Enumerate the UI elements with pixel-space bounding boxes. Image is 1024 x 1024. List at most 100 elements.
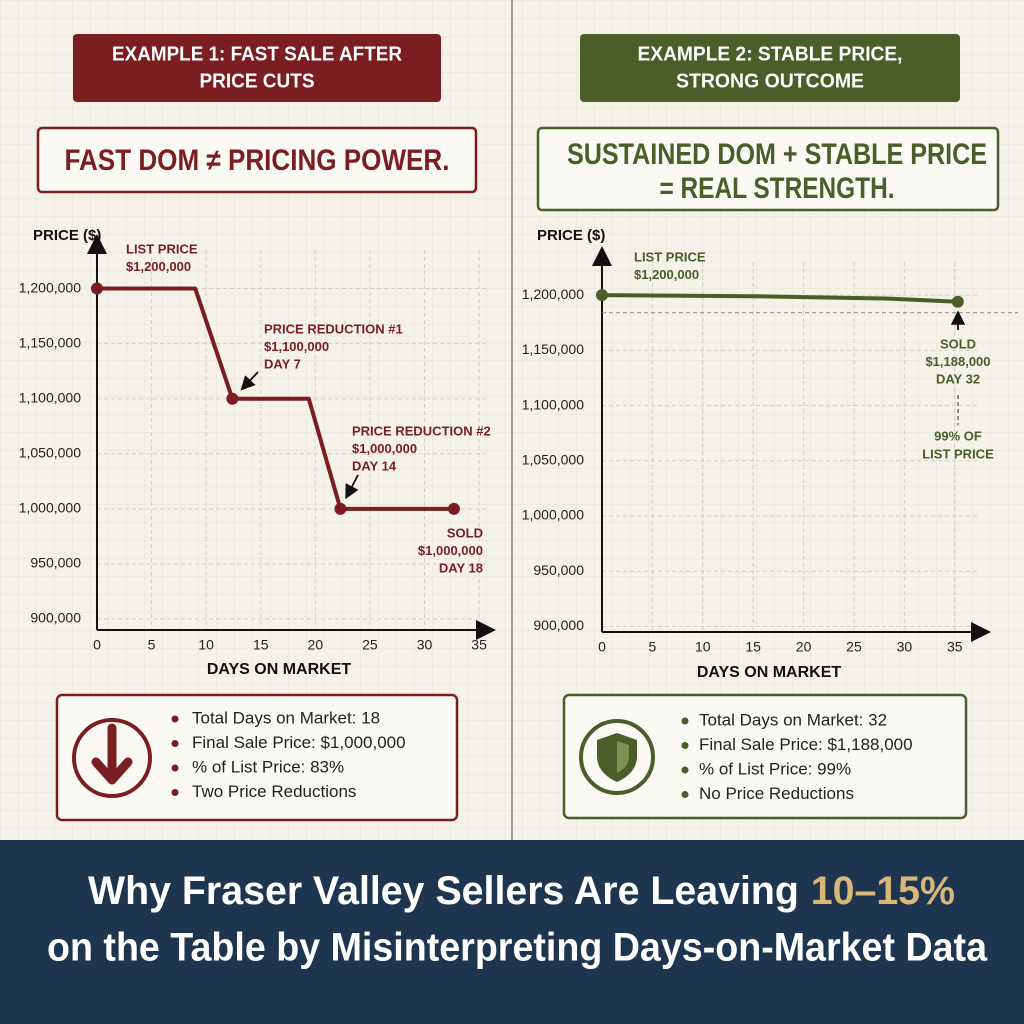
price-point: [447, 502, 460, 515]
x-tick-label: 20: [796, 639, 812, 655]
bullet: [171, 764, 179, 772]
summary-item: Two Price Reductions: [192, 782, 356, 801]
y-tick-label: 1,000,000: [19, 500, 81, 516]
badge: [580, 34, 960, 102]
price-line: [97, 286, 454, 511]
x-tick-label: 10: [695, 639, 711, 655]
x-tick-label: 15: [253, 637, 269, 653]
note: 99% OF: [934, 428, 982, 443]
y-tick-label: 900,000: [533, 617, 584, 633]
y-axis-label: PRICE ($): [537, 227, 605, 244]
annotation: $1,000,000: [418, 543, 483, 558]
badge-text: EXAMPLE 2: STABLE PRICE,: [638, 43, 903, 65]
price-point: [951, 295, 964, 308]
annotation: DAY 32: [936, 371, 980, 386]
summary-item: % of List Price: 99%: [699, 759, 851, 778]
footer-title: on the Table by Misinterpreting Days-on-…: [47, 926, 988, 970]
summary-item: Total Days on Market: 18: [192, 708, 380, 727]
price-point: [226, 392, 239, 405]
y-tick-label: 950,000: [533, 562, 584, 578]
bullet: [171, 715, 179, 723]
icon-shield: [617, 741, 629, 773]
y-tick-label: 1,050,000: [19, 444, 81, 460]
y-axis-label: PRICE ($): [33, 227, 101, 244]
headline: = REAL STRENGTH.: [660, 172, 895, 205]
y-tick-label: 1,150,000: [19, 334, 81, 350]
x-tick-label: 25: [846, 639, 862, 655]
y-tick-label: 900,000: [30, 610, 81, 626]
x-tick-label: 10: [198, 637, 214, 653]
y-tick-label: 1,000,000: [522, 507, 584, 523]
x-tick-label: 30: [897, 639, 913, 655]
note: LIST PRICE: [922, 446, 994, 461]
x-tick-label: 25: [362, 637, 378, 653]
footer-highlight: 10–15%: [811, 869, 955, 913]
bullet: [681, 717, 689, 725]
x-tick-label: 5: [148, 637, 156, 653]
bullet: [171, 740, 179, 747]
annotation-arrow: [240, 371, 259, 391]
y-tick-label: 1,200,000: [19, 279, 81, 295]
annotation: DAY 18: [439, 560, 483, 575]
price-point: [91, 282, 103, 295]
annotation: DAY 14: [352, 458, 397, 473]
annotation: $1,100,000: [264, 339, 329, 354]
annotation: $1,000,000: [352, 441, 417, 456]
bullet: [681, 742, 689, 749]
price-line: [601, 293, 958, 304]
x-tick-label: 20: [308, 637, 324, 653]
x-tick-label: 15: [745, 639, 761, 655]
summary-item: Final Sale Price: $1,000,000: [192, 733, 406, 752]
icon: [579, 719, 655, 795]
headline: FAST DOM ≠ PRICING POWER.: [65, 144, 450, 177]
summary-item: No Price Reductions: [699, 784, 854, 803]
annotation: PRICE REDUCTION #1: [264, 321, 403, 336]
x-axis-label: DAYS ON MARKET: [207, 661, 352, 678]
x-tick-label: 0: [598, 639, 606, 655]
y-tick-label: 1,050,000: [522, 452, 584, 468]
annotation: PRICE REDUCTION #2: [352, 423, 491, 438]
annotation: LIST PRICE: [126, 241, 198, 256]
price-point: [596, 289, 608, 302]
y-tick-label: 950,000: [30, 555, 81, 571]
x-axis-label: DAYS ON MARKET: [697, 664, 842, 681]
footer-text: Why Fraser Valley Sellers Are Leaving: [88, 869, 799, 913]
headline-box: [36, 126, 478, 194]
badge-text: STRONG OUTCOME: [676, 70, 864, 92]
price-point: [334, 502, 347, 515]
x-tick-label: 35: [947, 639, 963, 655]
annotation: $1,188,000: [925, 354, 990, 369]
badge: [73, 34, 441, 102]
x-tick-label: 5: [648, 639, 656, 655]
bullet: [171, 789, 179, 796]
annotation: DAY 7: [264, 356, 301, 371]
summary-item: Total Days on Market: 32: [699, 710, 887, 729]
badge-text: EXAMPLE 1: FAST SALE AFTER: [112, 43, 403, 65]
bullet: [681, 766, 689, 774]
icon-arrow: [91, 723, 133, 785]
x-tick-label: 35: [471, 637, 487, 653]
y-tick-label: 1,100,000: [19, 389, 81, 405]
x-tick-label: 0: [93, 637, 101, 653]
annotation: SOLD: [940, 336, 976, 351]
footer: [0, 840, 1024, 1024]
y-tick-label: 1,150,000: [522, 341, 584, 357]
summary-box: [562, 693, 968, 820]
x-tick-label: 30: [417, 637, 433, 653]
y-tick-label: 1,100,000: [522, 396, 584, 412]
summary-item: % of List Price: 83%: [192, 757, 344, 776]
bullet: [681, 791, 689, 798]
badge-text: PRICE CUTS: [200, 70, 315, 92]
annotation-arrow: [345, 474, 359, 500]
annotation: $1,200,000: [126, 259, 191, 274]
footer-title: Why Fraser Valley Sellers Are Leaving 10–…: [88, 869, 955, 913]
annotation: LIST PRICE: [634, 249, 706, 264]
summary-item: Final Sale Price: $1,188,000: [699, 735, 913, 754]
icon: [72, 718, 152, 798]
annotation: SOLD: [447, 525, 483, 540]
headline-box: [536, 126, 1000, 212]
summary-box: [55, 693, 459, 822]
headline: SUSTAINED DOM + STABLE PRICE: [567, 138, 987, 171]
